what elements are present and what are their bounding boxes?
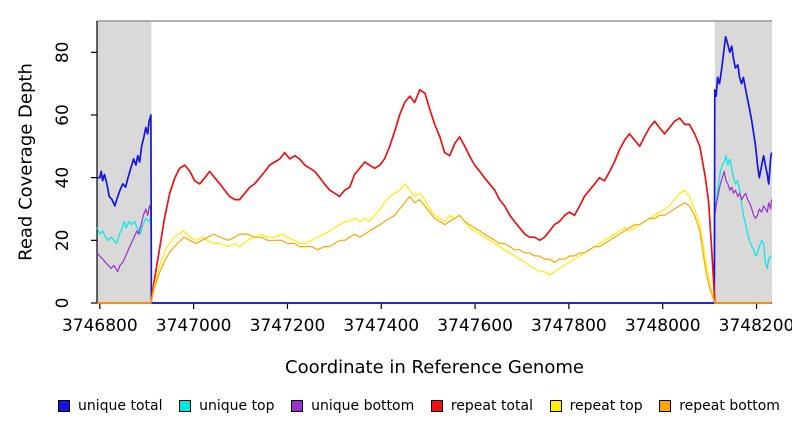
series-line-repeat-top — [97, 183, 772, 304]
legend-swatch-unique-bottom — [291, 400, 304, 412]
legend-label: repeat top — [569, 398, 643, 414]
legend-item-repeat-top: repeat top — [549, 398, 643, 414]
y-tick-label: 80 — [53, 42, 73, 64]
x-tick-label: 3746800 — [62, 316, 138, 336]
legend-swatch-repeat-bottom — [659, 400, 672, 412]
x-tick-label: 3747400 — [343, 316, 419, 336]
x-axis-title: Coordinate in Reference Genome — [285, 357, 584, 378]
series-line-unique-total — [97, 35, 773, 304]
legend-item-repeat-bottom: repeat bottom — [659, 398, 780, 414]
legend-label: repeat bottom — [679, 398, 780, 414]
shaded-region-1 — [714, 21, 772, 303]
legend: unique total unique top unique bottom repea… — [58, 398, 780, 414]
y-tick-label: 0 — [53, 298, 73, 309]
series-line-repeat-total — [97, 89, 772, 304]
legend-swatch-repeat-top — [549, 400, 562, 412]
legend-swatch-unique-top — [179, 400, 192, 412]
chart-plot-svg: 3746800 3747000 3747200 3747400 3747600 37478… — [53, 20, 792, 336]
y-tick-label: 60 — [53, 104, 73, 126]
series-line-repeat-bottom — [97, 195, 772, 304]
legend-item-unique-top: unique top — [179, 398, 275, 414]
legend-label: repeat total — [450, 398, 533, 414]
x-tick-label: 3747600 — [437, 316, 513, 336]
series-line-unique-top — [96, 155, 772, 304]
series-line-unique-bottom — [96, 170, 773, 304]
legend-item-repeat-total: repeat total — [430, 398, 533, 414]
legend-swatch-unique-total — [58, 400, 70, 412]
legend-item-unique-bottom: unique bottom — [291, 398, 414, 414]
x-tick-label: 3747000 — [156, 316, 232, 336]
legend-label: unique total — [78, 398, 163, 414]
legend-label: unique top — [199, 398, 275, 414]
y-axis-title: Read Coverage Depth — [15, 63, 37, 261]
x-tick-label: 3747200 — [250, 316, 326, 336]
legend-swatch-repeat-total — [430, 400, 443, 412]
legend-label: unique bottom — [311, 398, 415, 414]
x-tick-label: 3747800 — [531, 316, 607, 336]
x-tick-label: 3748000 — [625, 316, 701, 336]
y-tick-label: 20 — [53, 230, 73, 252]
x-tick-label: 3748200 — [719, 316, 792, 336]
legend-item-unique-total: unique total — [58, 398, 162, 414]
y-tick-label: 40 — [53, 167, 73, 189]
shaded-region-0 — [97, 21, 152, 303]
